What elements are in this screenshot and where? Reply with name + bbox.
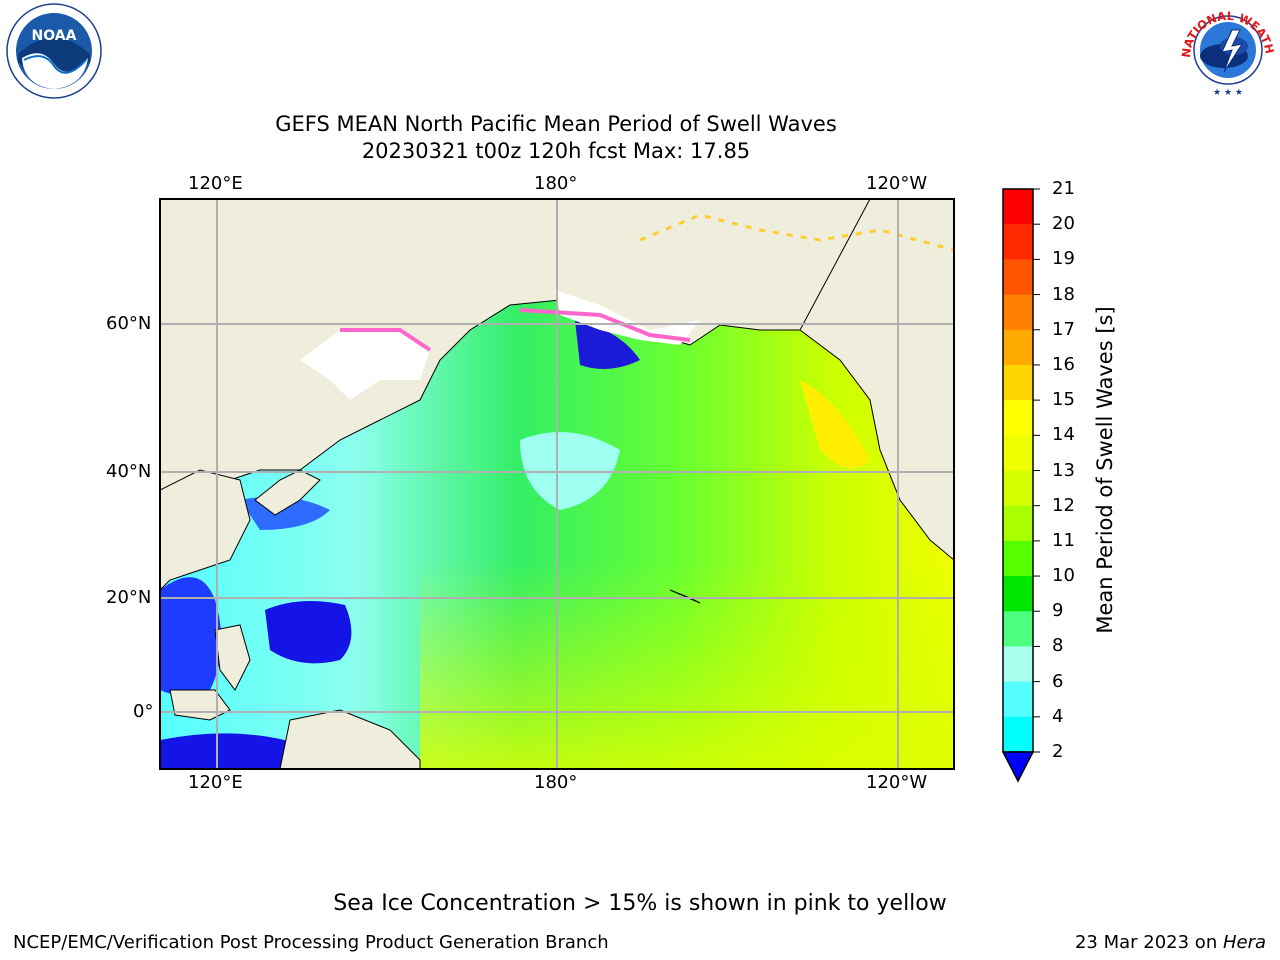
lat-label-40n: 40°N [106,461,152,482]
colorbar-swatch [1003,189,1033,225]
colorbar [1001,188,1040,783]
colorbar-tick-label: 13 [1052,459,1075,481]
short-period-region-phil [265,601,352,664]
colorbar-swatch [1003,576,1033,612]
lon-label-top-180: 180° [534,173,578,194]
colorbar-swatch [1003,611,1033,648]
map-frame [159,198,955,770]
colorbar-tick-label: 10 [1052,565,1075,587]
land-north-america [799,199,954,561]
chart-title: GEFS MEAN North Pacific Mean Period of S… [275,112,837,136]
sea-ice-okhotsk [300,330,430,400]
lon-label-bottom-120w: 120°W [866,772,928,793]
nws-logo: NATIONAL WEATHER SERVICE ★ ★ ★ [1178,0,1278,100]
sea-ice-edge-arctic [639,213,954,252]
lat-label-0: 0° [133,701,154,722]
land-philippines [214,624,251,691]
noaa-logo-graphic: NOAA [6,3,102,99]
colorbar-swatch [1003,259,1033,296]
colorbar-swatch [1003,364,1033,401]
colorbar-tick-label: 4 [1052,705,1064,727]
colorbar-tick-label: 2 [1052,741,1064,762]
colorbar-swatch [1003,329,1033,366]
colorbar-tick-label: 21 [1052,178,1075,199]
land-new-guinea [279,709,421,769]
colorbar-tick-label: 12 [1052,494,1075,516]
sea-ice-note: Sea Ice Concentration > 15% is shown in … [333,891,947,916]
short-period-region-sc [160,577,222,695]
footer-date-text: 23 Mar 2023 on [1074,932,1223,953]
short-period-region-bering [575,320,640,369]
colorbar-tick-label: 20 [1052,213,1075,235]
colorbar-swatch [1003,540,1033,577]
colorbar-tick-label: 18 [1052,283,1075,305]
footer-credit: NCEP/EMC/Verification Post Processing Pr… [13,932,609,953]
noaa-logo-text: NOAA [32,28,77,44]
footer-host: Hera [1222,932,1266,953]
colorbar-tick-label: 15 [1052,389,1075,411]
colorbar-swatch [1003,224,1033,260]
nws-stars-icon: ★ ★ ★ [1213,88,1243,98]
colorbar-tick-label: 19 [1052,248,1075,270]
land-japan [254,469,321,516]
colorbar-swatch [1003,470,1033,507]
colorbar-tick-label: 8 [1052,635,1064,657]
colorbar-swatch [1003,716,1033,753]
noaa-logo: NOAA [2,2,106,100]
colorbar-tick-label: 14 [1052,424,1075,446]
land-hawaii [669,589,701,604]
ocean-field-south [420,560,954,769]
colorbar-extend-arrow [1001,751,1035,783]
colorbar-tick-label: 17 [1052,318,1075,340]
colorbar-swatch [1003,505,1033,542]
graticule [160,199,954,769]
colorbar-swatch [1003,400,1033,436]
colorbar-swatches [1003,188,1040,753]
chart-subtitle: 20230321 t00z 120h fcst Max: 17.85 [361,139,751,163]
lon-label-top-120w: 120°W [866,173,928,194]
colorbar-tick-label: 16 [1052,353,1075,375]
footer-date: 23 Mar 2023 on Hera [1075,933,1266,953]
nws-logo-graphic: NATIONAL WEATHER SERVICE ★ ★ ★ [1178,0,1277,98]
sea-ice-bering [555,290,700,345]
colorbar-swatch [1003,681,1033,718]
lat-label-20n: 20°N [106,587,152,608]
colorbar-swatch [1003,646,1033,683]
lat-label-60n: 60°N [106,313,152,334]
lon-label-bottom-120e: 120°E [188,772,243,793]
colorbar-tick-label: 9 [1052,600,1064,622]
colorbar-tick-label: 11 [1052,529,1075,551]
colorbar-tick-label: 6 [1052,670,1064,692]
sea-ice-edge-okhotsk [340,328,432,352]
colorbar-swatch [1003,294,1033,331]
lon-label-bottom-180: 180° [534,772,578,793]
long-period-region-ne [800,380,870,468]
land-asia [160,469,251,591]
colorbar-label: Mean Period of Swell Waves [s] [1093,306,1117,634]
colorbar-swatch [1003,435,1033,472]
lon-label-top-120e: 120°E [188,173,243,194]
